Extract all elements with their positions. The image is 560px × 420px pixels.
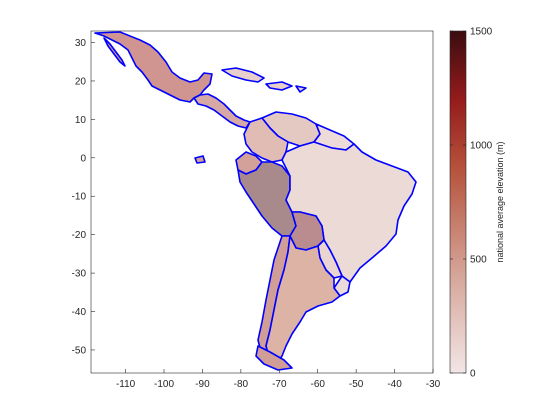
colorbar [449, 30, 467, 374]
y-tick-label: 10 [75, 115, 87, 126]
x-tick-label: -60 [310, 379, 325, 390]
y-tick-label: -20 [72, 230, 87, 241]
region-baja [103, 37, 126, 67]
x-tick-label: -50 [349, 379, 364, 390]
region-uruguay [333, 275, 351, 297]
colorbar-tick-label: 1500 [470, 27, 493, 38]
x-tick-label: -90 [195, 379, 210, 390]
region-tierra-del-fuego [255, 345, 293, 371]
colorbar-ticks: 0 500 1000 1500 [450, 27, 493, 380]
x-axis: -110 -100 -90 -80 -70 -60 -50 -40 -30 [116, 369, 441, 390]
y-tick-label: 20 [75, 76, 87, 87]
y-tick-label: -10 [72, 192, 87, 203]
y-axis: 30 20 10 0 -10 -20 -30 -40 -50 [72, 38, 95, 356]
x-tick-label: -80 [234, 379, 249, 390]
region-caribbean [221, 67, 307, 93]
x-tick-label: -110 [116, 379, 136, 390]
colorbar-tick-label: 500 [470, 255, 487, 266]
x-tick-label: -30 [426, 379, 441, 390]
colorbar-label: national average elevation (m) [495, 141, 505, 262]
y-tick-label: -50 [72, 345, 87, 356]
y-tick-label: 30 [75, 38, 87, 49]
region-galapagos [194, 155, 206, 164]
y-tick-label: -30 [72, 269, 87, 280]
region-argentina [265, 235, 341, 363]
y-tick-label: -40 [72, 307, 87, 318]
x-tick-label: -70 [272, 379, 287, 390]
colorbar-tick-label: 0 [470, 369, 476, 380]
countries [94, 31, 417, 371]
y-tick-label: 0 [80, 153, 86, 164]
x-tick-label: -40 [387, 379, 402, 390]
colorbar-tick-label: 1000 [470, 141, 493, 152]
x-tick-label: -100 [154, 379, 174, 390]
